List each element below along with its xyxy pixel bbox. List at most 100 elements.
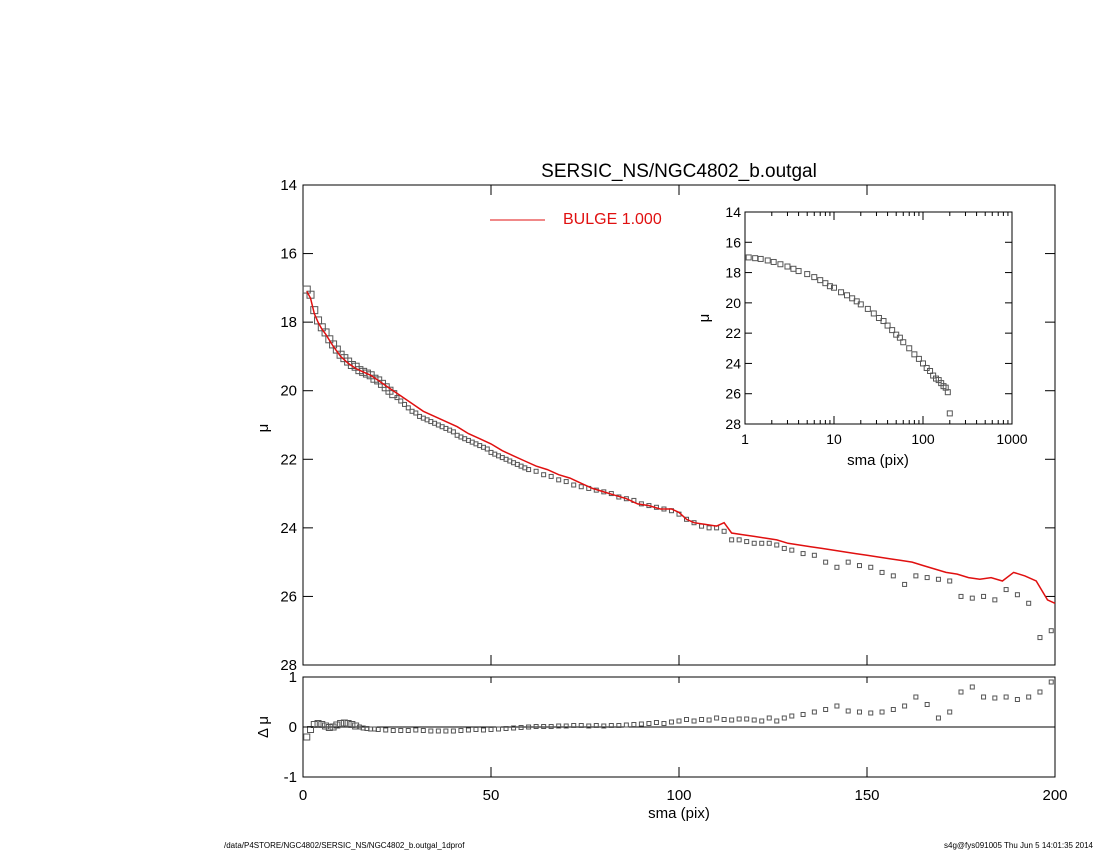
footer-file-path: /data/P4STORE/NGC4802/SERSIC_NS/NGC4802_…: [224, 841, 465, 850]
main-data-point: [958, 593, 964, 599]
residual-data-point: [714, 715, 720, 721]
inset-data-point: [822, 280, 829, 287]
residual-data-point: [375, 727, 381, 732]
main-data-point: [823, 559, 829, 565]
residual-data-point: [511, 725, 517, 731]
inset-data-point: [870, 310, 877, 317]
residual-data-point: [676, 718, 682, 724]
residual-data-point: [789, 713, 795, 719]
main-y-tick-label: 18: [280, 314, 297, 331]
main-data-point: [484, 446, 490, 452]
residual-data-point: [668, 719, 674, 725]
inset-x-tick-label: 1000: [996, 431, 1027, 447]
main-data-point: [868, 564, 874, 570]
main-data-point: [789, 547, 795, 553]
main-data-point: [947, 578, 953, 584]
residual-data-point: [571, 723, 577, 728]
inset-data-point: [853, 298, 860, 305]
inset-x-tick-label: 100: [911, 431, 935, 447]
inset-data-point: [831, 284, 837, 291]
residual-data-point: [721, 717, 727, 722]
main-y-tick-label: 20: [280, 383, 297, 400]
residual-data-point: [981, 694, 987, 700]
residual-data-point: [593, 723, 599, 728]
residual-data-point: [879, 709, 885, 715]
main-y-tick-label: 28: [280, 657, 297, 674]
residual-data-point: [616, 723, 622, 728]
residual-data-point: [766, 715, 772, 721]
inset-data-points: [745, 254, 953, 417]
main-y-axis-label: μ: [255, 424, 272, 433]
main-data-point: [684, 516, 690, 522]
residual-data-point: [759, 718, 765, 724]
main-data-point: [856, 563, 862, 569]
residual-data-point: [729, 717, 735, 723]
residual-data-point: [751, 717, 757, 723]
residual-data-point: [578, 723, 584, 728]
residual-data-point: [398, 728, 404, 733]
inset-y-tick-label: 22: [725, 325, 741, 341]
residual-y-axis-label: Δ μ: [255, 716, 272, 738]
inset-data-point: [804, 271, 811, 278]
inset-data-point: [844, 292, 851, 299]
main-data-point: [879, 569, 885, 575]
inset-data-point: [784, 263, 791, 270]
inset-y-tick-label: 20: [725, 295, 741, 311]
main-data-point: [526, 467, 532, 473]
inset-data-point: [817, 277, 824, 284]
residual-data-point: [601, 723, 607, 729]
main-data-point: [774, 542, 780, 548]
residual-data-point: [1003, 694, 1009, 700]
main-y-tick-label: 16: [280, 246, 297, 263]
inset-y-tick-label: 18: [725, 265, 741, 281]
residual-data-point: [1026, 694, 1032, 700]
main-y-tick-label: 22: [280, 451, 297, 468]
inset-data-point: [770, 258, 777, 265]
inset-plot-frame: [744, 211, 1013, 425]
main-data-point: [450, 429, 456, 435]
inset-data-point: [764, 257, 771, 264]
main-y-tick-label: 24: [280, 520, 297, 537]
residual-data-point: [646, 721, 652, 726]
inset-data-point: [920, 360, 926, 367]
residual-data-point: [823, 707, 829, 712]
residual-data-point: [420, 728, 426, 733]
residual-data-point: [811, 709, 817, 715]
inset-x-tick-label: 10: [826, 431, 842, 447]
main-data-point: [578, 484, 584, 490]
inset-y-tick-label: 14: [725, 204, 741, 220]
residual-data-point: [913, 694, 919, 700]
inset-data-point: [944, 389, 951, 396]
main-data-point: [1026, 600, 1032, 606]
residual-data-point: [318, 721, 326, 728]
inset-y-tick-label: 26: [725, 386, 741, 402]
chart-title: SERSIC_NS/NGC4802_b.outgal: [541, 161, 817, 182]
inset-y-tick-label: 28: [725, 416, 741, 432]
residual-data-point: [496, 726, 502, 732]
inset-data-point: [915, 355, 922, 362]
inset-data-point: [889, 327, 896, 334]
residual-data-point: [333, 721, 341, 729]
inset-data-point: [745, 254, 752, 261]
main-data-point: [1014, 592, 1020, 598]
residual-data-points: [303, 679, 1054, 741]
inset-data-point: [946, 410, 953, 417]
residual-data-point: [684, 717, 690, 722]
residual-data-point: [352, 722, 360, 730]
residual-data-point: [631, 722, 637, 727]
residual-data-point: [383, 727, 389, 733]
residual-data-point: [503, 726, 509, 731]
main-data-point: [721, 528, 727, 534]
main-data-point: [992, 597, 998, 603]
residual-data-point: [488, 727, 494, 732]
residual-data-point: [548, 724, 554, 729]
main-data-point: [969, 595, 975, 601]
inset-data-point: [795, 268, 802, 275]
main-data-point: [729, 537, 735, 543]
residual-x-axis-label: sma (pix): [648, 805, 710, 822]
main-y-tick-label: 26: [280, 588, 297, 605]
main-data-point: [924, 575, 930, 581]
residual-data-point: [736, 716, 742, 722]
inset-data-point: [752, 255, 759, 262]
